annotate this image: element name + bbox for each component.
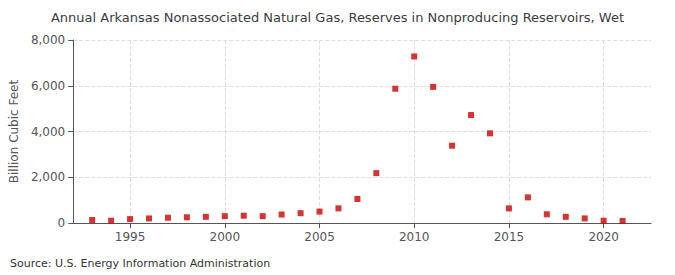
svg-text:2015: 2015 [494, 230, 525, 244]
svg-text:Annual Arkansas Nonassociated: Annual Arkansas Nonassociated Natural Ga… [51, 10, 624, 25]
svg-text:2,000: 2,000 [31, 170, 65, 184]
svg-text:Billion Cubic Feet: Billion Cubic Feet [7, 80, 21, 184]
svg-text:2005: 2005 [304, 230, 335, 244]
svg-text:1995: 1995 [115, 230, 146, 244]
svg-text:8,000: 8,000 [31, 33, 65, 47]
svg-text:2000: 2000 [210, 230, 241, 244]
svg-text:2010: 2010 [399, 230, 430, 244]
svg-text:4,000: 4,000 [31, 125, 65, 139]
svg-text:6,000: 6,000 [31, 79, 65, 93]
svg-text:2020: 2020 [588, 230, 619, 244]
svg-text:Source: U.S. Energy Informatio: Source: U.S. Energy Information Administ… [10, 257, 270, 270]
svg-text:0: 0 [58, 216, 66, 230]
